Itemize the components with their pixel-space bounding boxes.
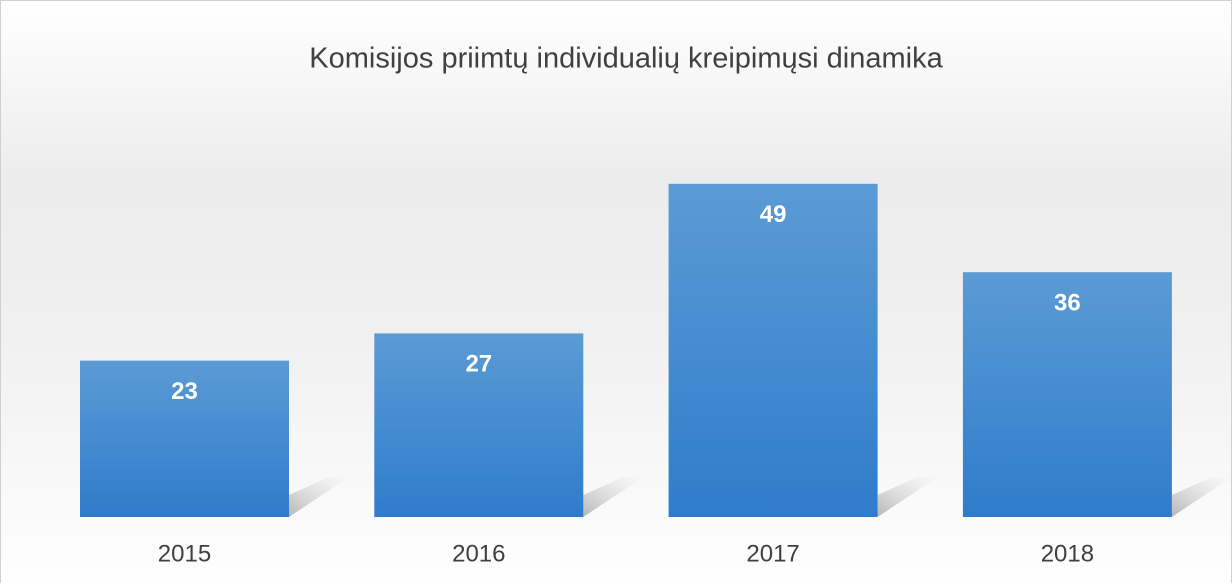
bar-shadow [289, 477, 349, 517]
x-tick-label: 2017 [746, 540, 799, 567]
x-tick-label: 2015 [158, 540, 211, 567]
bar [374, 333, 584, 517]
x-tick-label: 2018 [1041, 540, 1094, 567]
bar-shadow [1171, 477, 1232, 517]
bar-shadow [583, 477, 644, 517]
data-label: 49 [760, 201, 787, 228]
data-label: 36 [1054, 290, 1081, 317]
bar-shadow [877, 477, 938, 517]
bar [962, 272, 1172, 517]
data-label: 27 [465, 351, 492, 378]
data-label: 23 [171, 378, 198, 405]
bar [668, 183, 878, 518]
bar [80, 360, 289, 517]
chart-title: Komisijos priimtų individualių kreipimųs… [309, 43, 943, 75]
x-tick-label: 2016 [452, 540, 505, 567]
